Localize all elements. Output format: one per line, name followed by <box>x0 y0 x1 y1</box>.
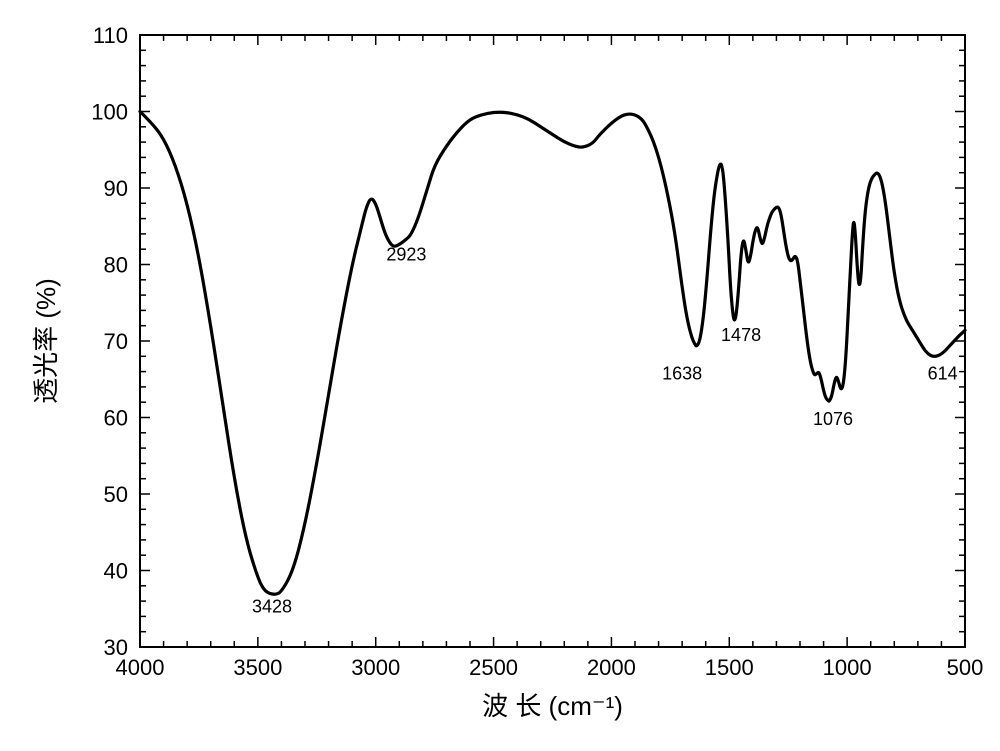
peak-label: 1478 <box>721 325 761 345</box>
x-tick-label: 2500 <box>469 655 518 680</box>
x-tick-label: 1000 <box>823 655 872 680</box>
y-axis-label: 透光率 (%) <box>31 278 61 404</box>
y-tick-label: 60 <box>104 406 128 431</box>
peak-label: 2923 <box>386 245 426 265</box>
peak-label: 1076 <box>813 409 853 429</box>
x-tick-label: 3000 <box>351 655 400 680</box>
y-tick-label: 40 <box>104 559 128 584</box>
y-tick-label: 50 <box>104 482 128 507</box>
y-tick-label: 110 <box>93 23 128 48</box>
x-tick-label: 2000 <box>587 655 636 680</box>
y-tick-label: 80 <box>104 253 128 278</box>
peak-label: 614 <box>928 363 958 383</box>
peak-label: 1638 <box>662 363 702 383</box>
y-tick-label: 30 <box>104 635 128 660</box>
x-tick-label: 3500 <box>233 655 282 680</box>
x-tick-label: 1500 <box>705 655 754 680</box>
y-tick-label: 100 <box>91 100 128 125</box>
y-tick-label: 90 <box>104 176 128 201</box>
y-tick-label: 70 <box>104 329 128 354</box>
peak-label: 3428 <box>252 597 292 617</box>
ir-spectrum-chart: 5001000150020002500300035004000304050607… <box>0 0 1000 751</box>
x-tick-label: 500 <box>947 655 984 680</box>
x-axis-label: 波 长 (cm⁻¹) <box>482 691 623 721</box>
